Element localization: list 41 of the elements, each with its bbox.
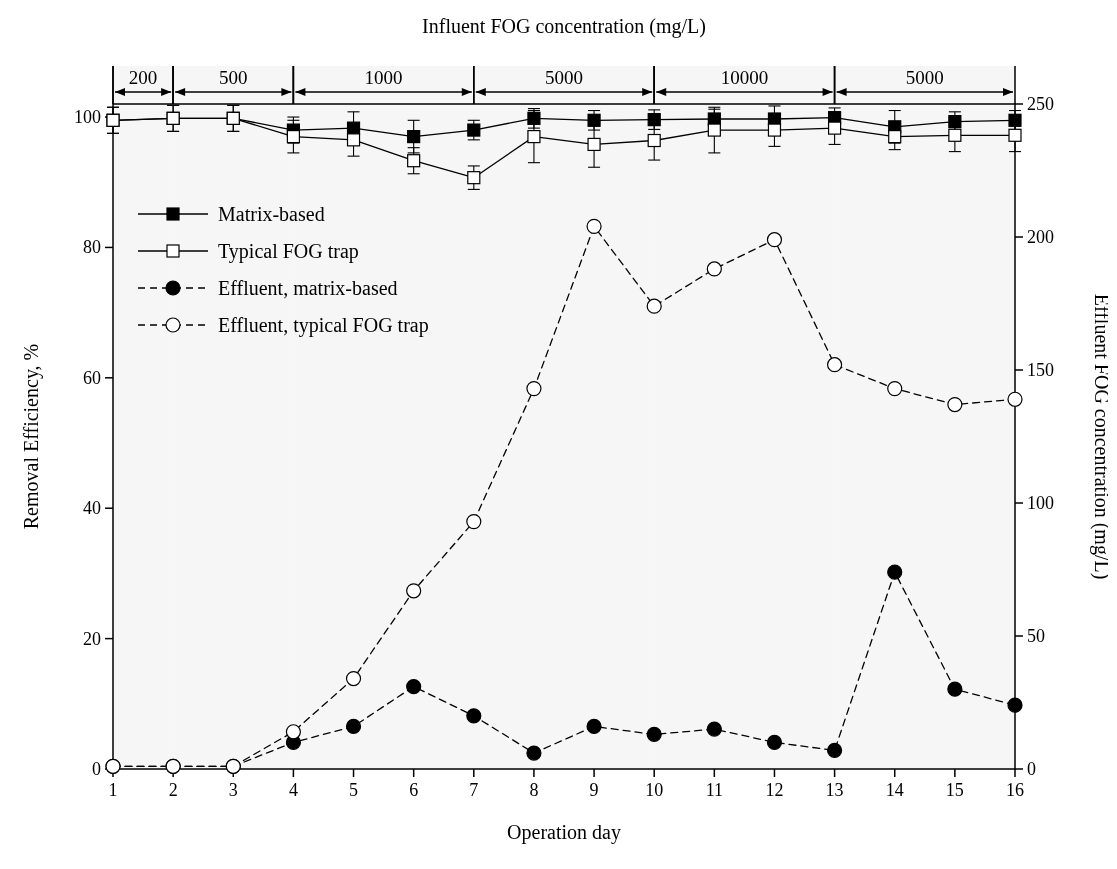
x-tick-label: 5 bbox=[349, 780, 359, 800]
y-tick-label: 100 bbox=[74, 107, 101, 128]
y-tick-label: 40 bbox=[83, 498, 101, 519]
x-tick-label: 9 bbox=[589, 780, 599, 800]
y2-tick-label: 150 bbox=[1027, 360, 1054, 380]
band-label: 5000 bbox=[905, 67, 944, 88]
x-tick-label: 13 bbox=[825, 780, 844, 800]
legend-label: Typical FOG trap bbox=[218, 240, 359, 263]
x-tick-label: 4 bbox=[288, 780, 298, 800]
y2-tick-label: 200 bbox=[1027, 227, 1054, 247]
y2-tick-label: 50 bbox=[1027, 626, 1045, 646]
y-tick-label: 60 bbox=[83, 367, 101, 388]
y-tick-label: 80 bbox=[83, 237, 101, 258]
band-label: 200 bbox=[128, 67, 158, 88]
x-tick-label: 10 bbox=[645, 780, 664, 800]
band-label: 5000 bbox=[545, 67, 583, 88]
x-tick-label: 6 bbox=[409, 780, 419, 800]
legend-label: Effluent, matrix-based bbox=[218, 277, 398, 299]
x-tick-label: 14 bbox=[885, 780, 904, 800]
y-tick-label: 20 bbox=[83, 628, 101, 649]
y2-tick-label: 0 bbox=[1027, 759, 1036, 779]
x-tick-label: 8 bbox=[529, 780, 539, 800]
y-tick-label: 0 bbox=[92, 759, 101, 779]
x-tick-label: 16 bbox=[1006, 780, 1024, 800]
x-tick-label: 2 bbox=[168, 780, 178, 800]
x-tick-label: 12 bbox=[765, 780, 784, 800]
x-tick-label: 1 bbox=[108, 780, 118, 800]
x-axis-title: Operation day bbox=[507, 821, 621, 844]
x-tick-label: 15 bbox=[945, 780, 964, 800]
band-label: 1000 bbox=[364, 67, 403, 88]
band-label: 500 bbox=[219, 67, 248, 88]
x-tick-label: 7 bbox=[469, 780, 479, 800]
x-tick-label: 11 bbox=[705, 780, 724, 800]
x-tick-label: 3 bbox=[228, 780, 238, 800]
y2-tick-label: 100 bbox=[1027, 493, 1054, 513]
legend-label: Effluent, typical FOG trap bbox=[218, 314, 429, 337]
y2-tick-label: 250 bbox=[1027, 94, 1054, 114]
chart-title: Influent FOG concentration (mg/L) bbox=[422, 15, 706, 38]
y-axis-title: Removal Efficiency, % bbox=[20, 343, 43, 530]
band-label: 10000 bbox=[720, 67, 769, 88]
legend-label: Matrix-based bbox=[218, 203, 325, 225]
